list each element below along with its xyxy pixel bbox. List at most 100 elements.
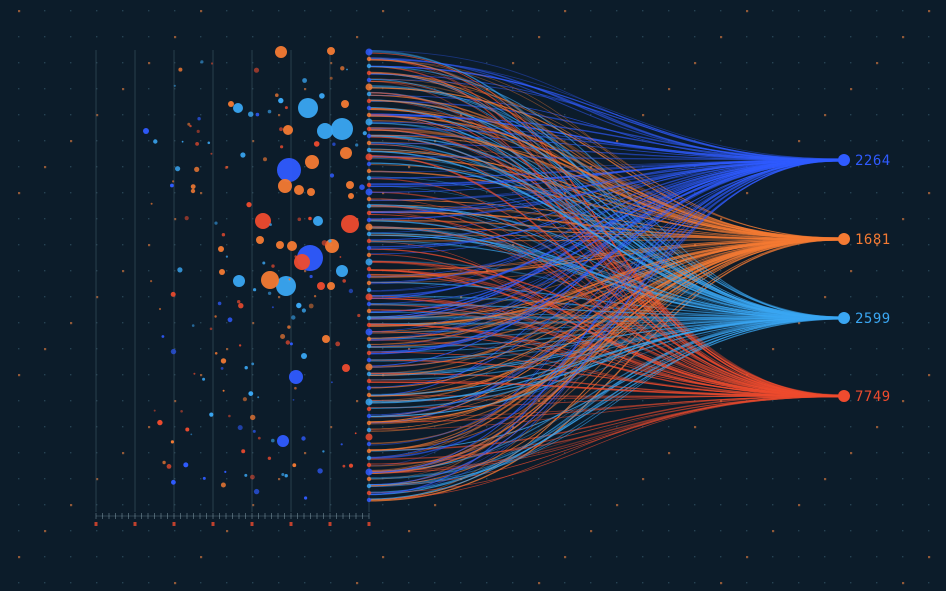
grid-dot [96,88,98,90]
target-node-2 [838,233,850,245]
grid-dot [96,556,98,558]
flow-line [368,238,845,327]
grid-dot [148,322,150,324]
bubble-small [214,352,218,355]
flow-line [368,99,845,397]
bubble-small [278,97,284,104]
grid-dot [148,556,150,558]
grid-dot [356,452,358,454]
grid-dot [772,36,774,38]
grid-dot [382,192,385,195]
flow-line [368,316,845,410]
grid-dot [694,114,696,116]
bubble [331,118,353,140]
grid-dot [18,62,20,64]
bubble-small [267,109,272,114]
grid-dot [70,452,72,454]
bubble [341,215,359,233]
target-value-label: 7749 [855,389,891,405]
grid-dot [798,36,800,38]
grid-dot [252,166,254,168]
grid-dot [876,530,878,532]
grid-dot [356,504,358,506]
grid-dot [226,426,228,428]
flow-line [368,395,845,460]
source-dot [366,70,372,76]
grid-dot [278,36,280,38]
flow-line [368,85,845,318]
grid-dot [486,478,488,480]
grid-dot [772,582,774,584]
grid-dot [798,426,800,428]
grid-dot [928,114,930,116]
grid-dot [928,348,930,350]
grid-dot [408,192,410,194]
grid-dot [746,140,748,142]
source-dot [366,420,372,426]
bubble-small [214,315,217,318]
source-dot [366,497,372,503]
grid-dot [304,218,306,220]
grid-dot [616,478,618,480]
grid-dot [616,426,618,428]
grid-dot [408,140,410,142]
flow-line [368,331,845,396]
flow-line [368,158,845,388]
grid-dot [278,140,280,142]
grid-dot [590,530,593,533]
grid-dot [512,218,514,220]
grid-dot [200,140,202,142]
grid-dot [798,452,800,454]
grid-dot [772,452,774,454]
bubble-small [150,202,153,205]
grid-dot [538,400,541,403]
grid-dot [148,62,151,65]
grid-dot [200,322,202,324]
grid-dot [460,166,462,168]
grid-dot [746,62,748,64]
grid-dot [460,10,462,12]
grid-dot [122,374,124,376]
flow-line [368,239,845,327]
grid-dot [408,556,410,558]
grid-dot [512,36,514,38]
grid-dot [122,478,124,480]
grid-dot [850,36,852,38]
grid-dot [356,88,358,90]
grid-dot [96,166,98,168]
grid-dot [408,348,411,351]
bubble-small [238,303,244,309]
flow-line [368,150,845,240]
grid-dot [356,270,358,272]
bubble-small [250,474,255,480]
grid-dot [928,296,930,298]
source-dot [366,133,372,139]
flow-line [368,115,845,161]
grid-dot [200,192,203,195]
grid-dot [278,426,280,428]
grid-dot [850,192,852,194]
source-dot [366,301,372,307]
grid-dot [18,374,21,377]
x-axis-marker [94,522,98,526]
bubble-small [348,288,354,294]
grid-dot [226,140,228,142]
grid-dot [798,296,800,298]
grid-dot [96,452,98,454]
grid-dot [200,244,202,246]
bubble-small [255,112,260,117]
grid-dot [200,270,202,272]
grid-dot [746,270,748,272]
grid-dot [70,140,73,143]
grid-dot [668,348,670,350]
flow-line [368,142,845,161]
grid-dot [668,88,671,91]
grid-dot [590,556,592,558]
grid-dot [798,582,800,584]
grid-dot [590,10,592,12]
grid-dot [278,530,280,532]
grid-dot [356,244,358,246]
grid-dot [304,556,306,558]
grid-dot [460,504,462,506]
grid-dot [356,556,358,558]
